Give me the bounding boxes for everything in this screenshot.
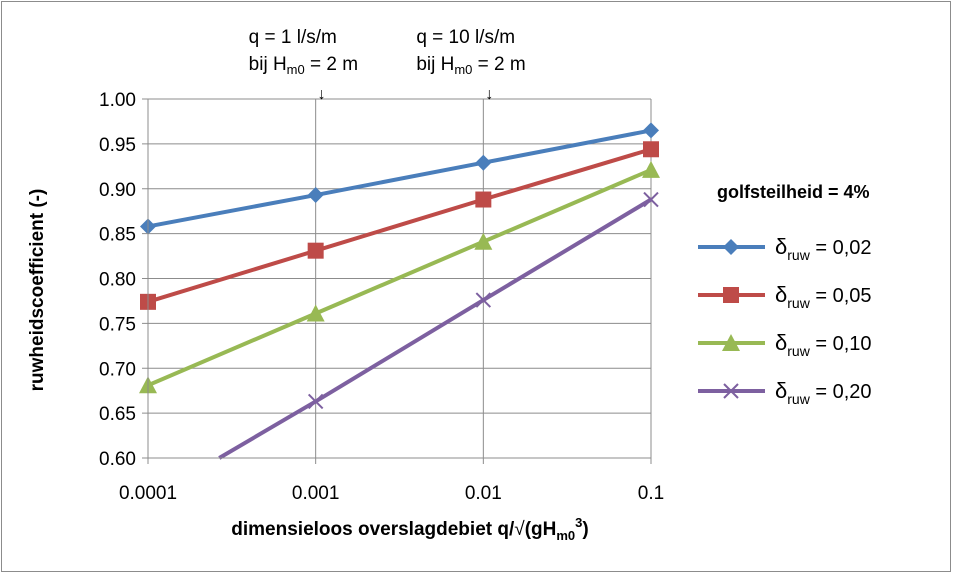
data-point	[306, 304, 325, 322]
axes: 0.60 0.65 0.70 0.75 0.80 0.85 0.90 0.95 1.00 0.00…	[99, 90, 664, 504]
series-line	[147, 168, 652, 388]
legend-value: = 0,10	[810, 333, 872, 355]
x-tick-label: 0.0001	[119, 483, 177, 504]
data-point	[475, 154, 492, 171]
legend-marker	[723, 383, 739, 399]
legend-subscript: ruw	[787, 247, 810, 263]
legend-value: = 0,02	[810, 237, 872, 259]
legend-title: golfsteilheid = 4%	[717, 182, 870, 202]
x-axis-title-sqrt: √	[514, 519, 525, 540]
legend-subscript: ruw	[787, 295, 810, 311]
series-4	[218, 191, 659, 460]
marker-stroke	[723, 383, 739, 399]
data-point	[474, 232, 493, 250]
annotation-line2: bij Hm0 = 2 m	[416, 54, 525, 77]
data-point	[475, 191, 492, 208]
annotation-arrow: ↓	[318, 86, 326, 103]
x-tick-label: 0.001	[292, 483, 340, 504]
legend-item-1: δruw = 0,02	[698, 234, 872, 263]
legend-label: δruw = 0,05	[775, 282, 872, 311]
y-tick-label: 0.80	[99, 270, 136, 291]
annotation-arrow: ↓	[485, 86, 493, 103]
legend-symbol: δ	[775, 330, 787, 355]
data-point	[307, 393, 324, 410]
annotation-line2: bij Hm0 = 2 m	[249, 54, 358, 77]
legend-value: = 0,05	[810, 285, 872, 307]
x-axis-title-main: dimensieloos overslagdebiet q/	[231, 519, 515, 540]
y-tick-label: 1.00	[99, 90, 136, 111]
legend-item-4: δruw = 0,20	[698, 378, 872, 407]
legend-label: δruw = 0,02	[775, 234, 872, 263]
data-point	[643, 141, 659, 158]
x-axis-title-close: )	[582, 519, 588, 540]
legend-symbol: δ	[775, 234, 787, 259]
y-tick-label: 0.90	[99, 180, 136, 201]
marker-stroke	[307, 393, 324, 410]
series-line	[147, 128, 652, 229]
data-point	[475, 292, 492, 308]
series-3	[139, 160, 660, 394]
x-axis-title-sup: 3	[575, 515, 582, 530]
legend-marker	[722, 334, 740, 351]
data-point	[307, 187, 324, 204]
annotation-line2-suffix: = 2 m	[305, 54, 358, 75]
y-axis-title: ruwheidscoefficient (-)	[27, 189, 48, 392]
legend-item-3: δruw = 0,10	[698, 330, 872, 359]
y-tick-label: 0.85	[99, 225, 136, 246]
series-layer	[139, 122, 660, 460]
data-point	[307, 242, 324, 259]
legend-marker	[723, 287, 739, 303]
legend-label: δruw = 0,20	[775, 378, 872, 407]
annotation-line2-sub: m0	[454, 62, 472, 77]
series-line	[147, 147, 652, 304]
series-1	[140, 122, 659, 235]
data-point	[643, 191, 659, 208]
x-axis-title-sub: m0	[556, 528, 575, 543]
legend-value: = 0,20	[810, 381, 872, 403]
x-axis-title-open: (gH	[525, 519, 557, 540]
x-axis-title: dimensieloos overslagdebiet q/√(gHm03)	[231, 515, 588, 543]
legend-symbol: δ	[775, 378, 787, 403]
y-tick-label: 0.65	[99, 404, 136, 425]
series-line	[218, 197, 653, 460]
annotation-line1: q = 10 l/s/m	[416, 27, 515, 48]
y-tick-label: 0.95	[99, 135, 136, 156]
x-tick-label: 0.1	[638, 483, 664, 504]
data-point	[643, 122, 659, 139]
legend-subscript: ruw	[787, 391, 810, 407]
legend-label: δruw = 0,10	[775, 330, 872, 359]
marker-stroke	[475, 292, 492, 308]
annotation-line1: q = 1 l/s/m	[249, 27, 337, 48]
legend-subscript: ruw	[787, 343, 810, 359]
marker-stroke	[643, 191, 659, 208]
annotation-line2-prefix: bij H	[416, 54, 454, 75]
y-tick-label: 0.75	[99, 314, 136, 335]
y-tick-label: 0.70	[99, 359, 136, 380]
legend-item-2: δruw = 0,05	[698, 282, 872, 311]
data-point	[642, 160, 660, 178]
y-tick-label: 0.60	[99, 449, 136, 470]
series-2	[140, 141, 659, 310]
annotation-line2-sub: m0	[287, 62, 305, 77]
annotation-line2-prefix: bij H	[249, 54, 287, 75]
legend-marker	[723, 239, 739, 255]
legend-symbol: δ	[775, 282, 787, 307]
x-tick-label: 0.01	[465, 483, 502, 504]
annotation-line2-suffix: = 2 m	[472, 54, 525, 75]
